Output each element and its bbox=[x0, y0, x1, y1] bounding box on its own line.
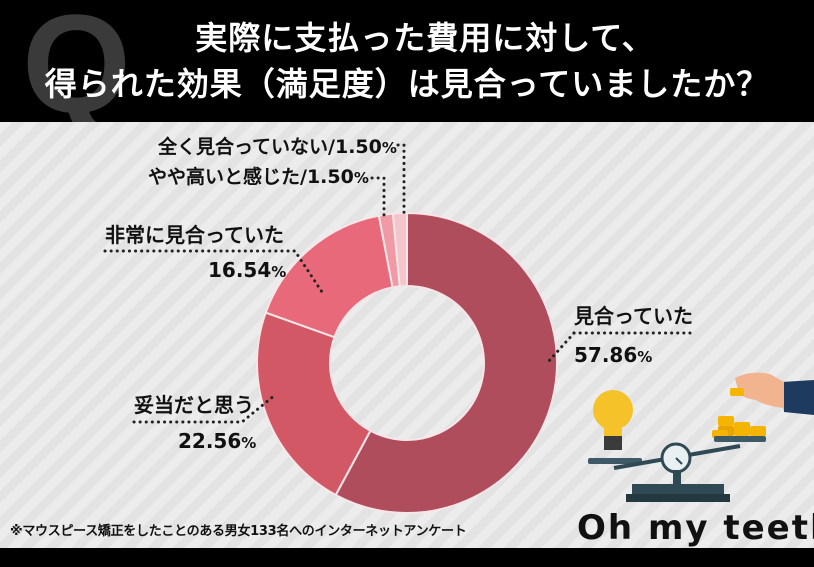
label-miatte-value: 57.86% bbox=[574, 343, 652, 369]
label-mattaku: 全く見合っていない/1.50% bbox=[158, 135, 397, 160]
survey-note: ※マウスピース矯正をしたことのある男女133名へのインターネットアンケート bbox=[10, 524, 467, 539]
value-text: 16.54 bbox=[208, 258, 272, 282]
footer-bar bbox=[0, 548, 814, 567]
value-text: 57.86 bbox=[574, 343, 638, 367]
pct-sign: % bbox=[637, 348, 653, 366]
donut-segment bbox=[264, 214, 394, 339]
q-mark-icon: Q bbox=[22, 0, 131, 122]
value-text: 22.56 bbox=[178, 429, 242, 453]
donut-segment bbox=[256, 311, 372, 497]
donut-segment bbox=[334, 211, 558, 514]
label-yaya-text: やや高いと感じた/1.50 bbox=[148, 166, 354, 188]
brand-logo: Oh my teeth bbox=[577, 508, 814, 548]
coins-icon bbox=[712, 388, 766, 442]
label-datou-name: 妥当だと思う bbox=[134, 393, 254, 417]
donut-segment bbox=[391, 211, 408, 288]
balance-illustration bbox=[588, 372, 814, 502]
title-line-1: 実際に支払った費用に対して、 bbox=[195, 19, 655, 57]
pct-sign: % bbox=[353, 169, 369, 187]
lightbulb-icon bbox=[588, 390, 642, 464]
label-mattaku-text: 全く見合っていない/1.50 bbox=[158, 136, 382, 158]
pct-sign: % bbox=[271, 263, 287, 281]
leader-line bbox=[396, 143, 406, 220]
pct-sign: % bbox=[381, 139, 397, 157]
leader-line bbox=[546, 331, 576, 364]
balance-scale-icon bbox=[613, 442, 741, 502]
label-datou-value: 22.56% bbox=[178, 429, 256, 455]
label-yaya: やや高いと感じた/1.50% bbox=[148, 165, 369, 190]
leader-line bbox=[370, 176, 386, 220]
label-hijou-name: 非常に見合っていた bbox=[105, 223, 284, 247]
title-line-2: 得られた効果（満足度）は見合っていましたか？ bbox=[44, 65, 770, 103]
label-miatte-name: 見合っていた bbox=[574, 304, 693, 328]
pct-sign: % bbox=[241, 434, 257, 452]
label-hijou-value: 16.54% bbox=[208, 258, 286, 284]
hand-icon bbox=[735, 372, 814, 415]
leader-line bbox=[132, 393, 277, 424]
leader-line bbox=[103, 249, 324, 294]
header: Q 実際に支払った費用に対して、 得られた効果（満足度）は見合っていましたか？ bbox=[0, 0, 814, 122]
